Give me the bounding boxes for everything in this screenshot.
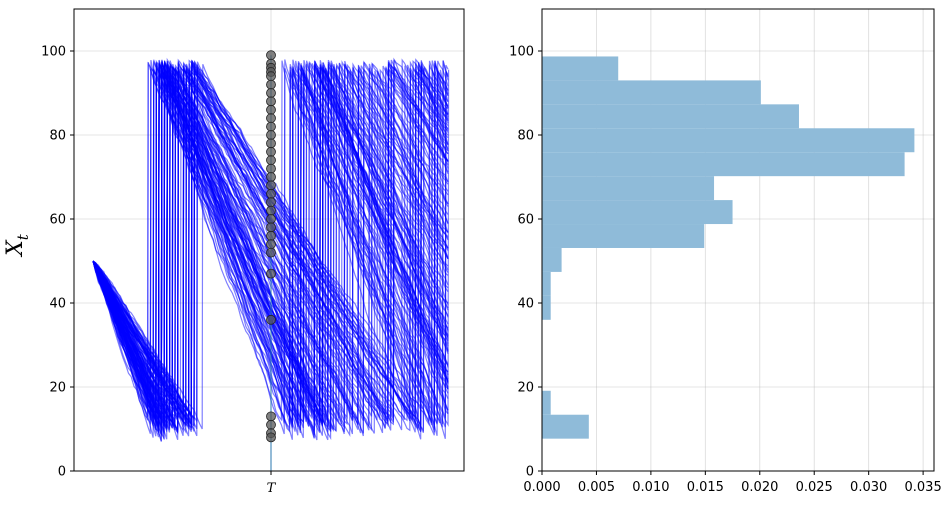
right-x-tick-label: 0.010: [632, 480, 669, 495]
marker-at-T: [266, 180, 276, 191]
left-y-ticks: 0 20 40 60 80 100: [41, 45, 74, 480]
histogram-bar: [542, 414, 589, 439]
marker-at-T: [266, 121, 276, 132]
left-y-axis-label-sub: t: [14, 233, 32, 240]
trajectory-line: [92, 62, 449, 433]
marker-at-T: [266, 247, 276, 258]
left-y-tick-label: 100: [41, 45, 66, 60]
histogram-bar: [542, 224, 705, 248]
histogram-bar: [542, 295, 551, 320]
right-x-tick-label: 0.020: [741, 480, 778, 495]
histogram-bar: [542, 80, 761, 105]
marker-at-T: [266, 104, 276, 115]
right-y-tick-label: 20: [517, 381, 534, 396]
histogram-bar: [542, 200, 733, 225]
marker-at-T: [266, 79, 276, 90]
left-y-tick-label: 0: [58, 465, 66, 480]
marker-at-T: [266, 130, 276, 140]
left-x-ticks: T: [267, 471, 277, 496]
histogram-bar: [542, 104, 799, 129]
marker-at-T: [266, 163, 276, 174]
trajectory-line: [92, 66, 450, 434]
left-y-tick-label: 80: [49, 129, 66, 144]
right-y-tick-label: 40: [517, 297, 534, 312]
marker-at-T: [266, 197, 276, 208]
right-x-tick-label: 0.015: [687, 480, 724, 495]
histogram-bar: [542, 128, 915, 153]
trajectory-line: [92, 62, 449, 432]
markers-at-T: [266, 50, 276, 471]
histogram-bar: [542, 56, 619, 81]
marker-at-T: [266, 138, 276, 149]
marker-at-T: [266, 230, 276, 241]
right-y-tick-label: 80: [517, 129, 534, 144]
right-y-tick-label: 100: [509, 45, 534, 60]
trajectory-line: [92, 66, 449, 429]
marker-at-T: [266, 146, 276, 157]
marker-at-T: [266, 205, 276, 216]
left-x-tick-label: T: [267, 481, 277, 496]
left-y-tick-label: 20: [49, 381, 66, 396]
right-x-tick-label: 0.000: [523, 480, 560, 495]
marker-at-T: [266, 411, 276, 422]
histogram-bar: [542, 271, 551, 296]
histogram-bars: [542, 56, 915, 439]
right-y-tick-label: 0: [526, 465, 534, 480]
histogram-bar: [542, 176, 715, 201]
right-x-ticks: 0.000 0.005 0.010 0.015 0.020 0.025 0.030 0.035: [523, 471, 942, 495]
marker-at-T: [266, 188, 276, 199]
marker-at-T: [266, 214, 276, 224]
marker-at-T: [266, 222, 276, 233]
left-plot-frame: [73, 8, 465, 472]
marker-at-T: [266, 88, 276, 98]
marker-at-T: [266, 113, 276, 124]
marker-at-T: [266, 268, 276, 279]
marker-at-T: [266, 239, 276, 250]
marker-at-T: [266, 96, 276, 107]
marker-at-T: [266, 50, 276, 61]
left-y-tick-label: 60: [49, 213, 66, 228]
histogram-bar: [542, 247, 562, 272]
right-y-ticks: 0 20 40 60 80 100: [509, 45, 542, 480]
histogram-bar: [542, 390, 551, 415]
right-x-tick-label: 0.030: [850, 480, 887, 495]
left-y-axis-label: Xt: [3, 233, 32, 258]
marker-at-T: [266, 172, 276, 182]
marker-at-T: [266, 314, 276, 325]
left-y-tick-label: 40: [49, 297, 66, 312]
right-x-tick-label: 0.025: [796, 480, 833, 495]
right-y-tick-label: 60: [517, 213, 534, 228]
right-x-tick-label: 0.005: [578, 480, 615, 495]
right-x-tick-label: 0.035: [905, 480, 942, 495]
histogram-bar: [542, 152, 905, 177]
right-plot-frame: [541, 8, 935, 472]
marker-at-T: [266, 155, 276, 166]
left-chart: 0 20 40 60 80 100 T Xt: [3, 8, 465, 496]
marker-at-T: [266, 419, 276, 430]
marker-at-T: [266, 71, 276, 82]
marker-at-T: [266, 432, 276, 443]
